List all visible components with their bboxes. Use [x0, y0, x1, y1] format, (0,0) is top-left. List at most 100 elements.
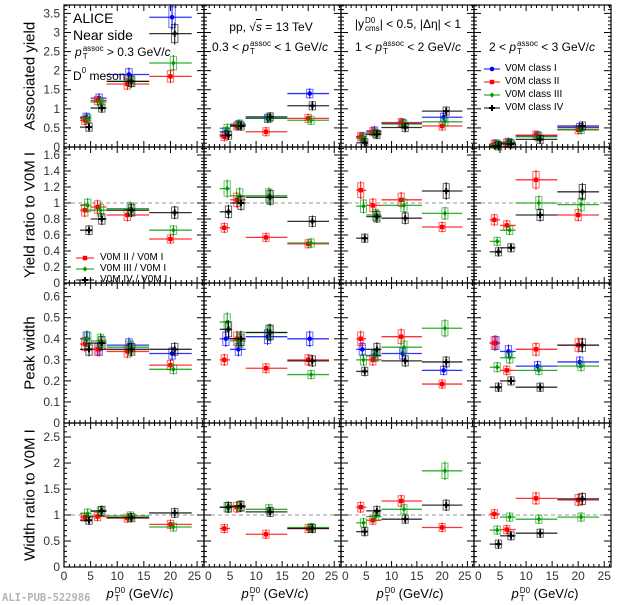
data-point [515, 208, 558, 222]
data-point [245, 113, 288, 124]
series-IV [356, 182, 463, 243]
x-tick-label: 10 [519, 569, 533, 583]
x-tick-label: 0 [342, 569, 349, 583]
c-unit: c [164, 45, 171, 60]
data-point [230, 500, 246, 513]
data-point [500, 512, 516, 522]
marker-cross [309, 525, 316, 532]
data-point [287, 369, 330, 380]
data-point [79, 225, 93, 236]
marker-square [504, 223, 510, 228]
y-tick-label: 0.2 [43, 374, 60, 388]
marker-diamond [308, 371, 314, 378]
marker-square [533, 496, 539, 501]
data-point [79, 122, 93, 132]
data-point [515, 365, 558, 376]
data-point [381, 494, 422, 508]
pt-symbol: p [511, 586, 519, 601]
marker-square [95, 347, 100, 352]
marker-diamond [494, 238, 500, 245]
data-point [149, 346, 192, 361]
x-tick-label: 20 [302, 569, 316, 583]
legend-ratio-iv: V0M IV / V0M I [100, 274, 168, 285]
series-III [489, 512, 600, 535]
marker-cross [98, 216, 105, 222]
y-tick-label: 0.4 [43, 332, 60, 346]
series-IV [356, 106, 463, 148]
marker-cross [128, 78, 135, 85]
data-point [90, 97, 107, 107]
pt-symbol: p [242, 40, 250, 55]
data-point [421, 356, 463, 368]
data-point [421, 206, 463, 221]
pt-sub: T [249, 593, 255, 603]
pt-sub: T [517, 47, 522, 56]
marker-diamond [536, 200, 542, 206]
y-tick-label: 0.6 [43, 290, 60, 304]
y-tick-label: 0 [53, 416, 60, 430]
marker-cross [86, 346, 93, 353]
marker-cross [86, 124, 93, 131]
data-point [557, 183, 600, 201]
y-tick-label: 0.1 [43, 395, 60, 409]
pt-assoc-bin-col3: 1 < p assoc T < 2 GeV/c [355, 39, 461, 56]
marker-cross [309, 102, 316, 109]
c-unit: c [432, 586, 440, 601]
pt-scripts: assoc T [83, 45, 104, 61]
series-I [219, 328, 330, 357]
pt-scripts: assoc T [250, 40, 271, 56]
data-point [515, 169, 558, 190]
marker-cross [225, 208, 232, 215]
marker-circle [307, 336, 313, 342]
pt-symbol: p [75, 45, 82, 60]
pt-sup: D0 [519, 585, 531, 595]
marker-square [95, 514, 100, 519]
marker-cross [98, 507, 105, 514]
x-tick-label: 0 [205, 569, 212, 583]
marker-cross [495, 248, 502, 255]
data-point [489, 236, 501, 247]
pt-symbol: p [376, 586, 384, 601]
y-tick-label: 0.5 [43, 534, 60, 548]
panel-r4-c1: 0 0.5 1 1.5 2 2.5 0 5 10 15 20 25 [43, 422, 205, 583]
marker-cross [361, 528, 368, 535]
pt-scripts: D0 T [385, 586, 395, 603]
data-point [500, 351, 516, 365]
marker-cross [443, 502, 450, 509]
data-point [245, 323, 288, 342]
data-point [245, 126, 288, 137]
data-point [489, 382, 503, 393]
pt-assoc-cut-col1: p assoc T > 0.3 GeV/c [75, 44, 171, 61]
pp-text: pp, [229, 20, 250, 34]
marker-square [575, 497, 581, 503]
x-tick-label: 10 [111, 569, 125, 583]
data-point [287, 354, 330, 367]
panel-r2-c4 [473, 146, 612, 284]
marker-diamond [442, 119, 448, 125]
marker-cross [507, 140, 514, 147]
data-point [500, 365, 516, 376]
marker-diamond [578, 201, 584, 208]
data-point [149, 54, 192, 72]
xlabel-col2: p D0 T (GeV/c) [241, 585, 309, 603]
data-point [489, 213, 501, 226]
data-point [245, 503, 288, 515]
marker-diamond [85, 202, 90, 209]
marker-cross [237, 335, 244, 342]
data-point [489, 539, 503, 549]
data-point [90, 505, 107, 517]
y-tick-label: 0.6 [43, 228, 60, 242]
marker-cross [237, 123, 244, 130]
marker-cross [402, 357, 409, 364]
marker-diamond [224, 185, 230, 192]
panel-frame [473, 282, 612, 424]
data-point [149, 69, 192, 84]
marker-square [398, 334, 404, 339]
series-III [356, 461, 463, 528]
data-point [149, 205, 192, 220]
rapidity-cut-label: |y D0 cms | < 0.5, |Δη| < 1 [355, 17, 461, 33]
data-point [381, 211, 422, 225]
marker-diamond [507, 354, 512, 361]
series-IV [79, 22, 192, 132]
data-point [557, 492, 600, 506]
